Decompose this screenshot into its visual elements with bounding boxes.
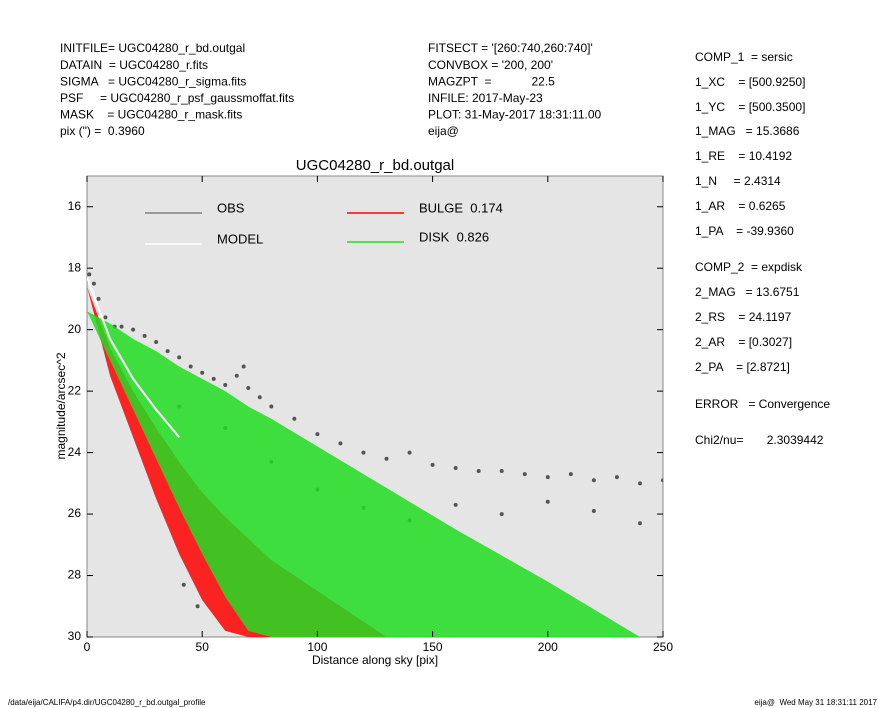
plot-content (87, 272, 663, 637)
header-middle-line: MAGZPT = 22.5 (428, 74, 555, 88)
obs-point (315, 432, 320, 437)
obs-point (292, 416, 297, 421)
obs-point (241, 364, 246, 369)
header-middle-line: CONVBOX = '200, 200' (428, 58, 553, 72)
header-left-line: pix (") = 0.3960 (60, 124, 145, 138)
x-axis-label: Distance along sky [pix] (312, 653, 438, 667)
obs-point (269, 404, 274, 409)
x-tick-label: 0 (84, 640, 91, 654)
obs-point (637, 521, 642, 526)
header-left-line: DATAIN = UGC04280_r.fits (60, 58, 208, 72)
parameter-line: ERROR = Convergence (695, 397, 830, 411)
obs-point (87, 272, 92, 277)
obs-point (476, 469, 481, 474)
y-tick-label: 26 (68, 506, 82, 520)
obs-point (142, 333, 147, 338)
obs-point (195, 604, 200, 609)
parameter-line: 1_MAG = 15.3686 (695, 124, 800, 138)
y-tick-label: 16 (68, 199, 82, 213)
x-tick-label: 250 (653, 640, 673, 654)
y-tick-label: 22 (68, 383, 82, 397)
obs-point (499, 469, 504, 474)
obs-point (257, 395, 262, 400)
header-left-line: PSF = UGC04280_r_psf_gaussmoffat.fits (60, 91, 294, 105)
obs-point (200, 370, 205, 375)
component-band (87, 311, 640, 637)
obs-point (430, 462, 435, 467)
parameter-line: 1_AR = 0.6265 (695, 199, 786, 213)
parameter-line: COMP_2 = expdisk (695, 260, 803, 274)
obs-point (211, 376, 216, 381)
obs-point (384, 456, 389, 461)
header-left-line: MASK = UGC04280_r_mask.fits (60, 108, 242, 122)
legend-label: OBS (217, 200, 245, 215)
obs-point (246, 386, 251, 391)
obs-point (188, 364, 193, 369)
obs-point (96, 296, 101, 301)
parameter-line: 1_YC = [500.3500] (695, 100, 805, 114)
obs-point (223, 382, 228, 387)
y-tick-label: 30 (68, 629, 82, 643)
parameter-line: 2_MAG = 13.6751 (695, 285, 800, 299)
parameter-line: 1_XC = [500.9250] (695, 75, 805, 89)
obs-point (154, 339, 159, 344)
parameter-line: Chi2/nu= 2.3039442 (695, 433, 824, 447)
obs-point (545, 475, 550, 480)
x-tick-label: 150 (423, 640, 443, 654)
obs-point (453, 502, 458, 507)
parameter-line: 2_PA = [2.8721] (695, 360, 790, 374)
obs-point (661, 478, 663, 483)
footer-left: /data/eija/CALIFA/p4.dir/UGC04280_r_bd.o… (8, 698, 206, 707)
obs-point (131, 327, 136, 332)
legend-label: BULGE 0.174 (419, 200, 503, 215)
obs-point (591, 508, 596, 513)
y-tick-label: 20 (68, 322, 82, 336)
obs-point (614, 475, 619, 480)
y-tick-label: 18 (68, 260, 82, 274)
header-middle-line: FITSECT = '[260:740,260:740]' (428, 41, 593, 55)
header-middle-line: PLOT: 31-May-2017 18:31:11.00 (428, 108, 602, 122)
parameter-line: 1_N = 2.4314 (695, 174, 781, 188)
model-line (87, 277, 180, 438)
obs-point (453, 465, 458, 470)
obs-point (407, 450, 412, 455)
x-tick-label: 100 (307, 640, 327, 654)
obs-point (103, 315, 108, 320)
obs-point (361, 450, 366, 455)
parameter-line: 2_RS = 24.1197 (695, 310, 792, 324)
obs-point (568, 472, 573, 477)
parameter-line: 2_AR = [0.3027] (695, 335, 792, 349)
obs-point (499, 512, 504, 517)
obs-point (119, 324, 124, 329)
obs-point (234, 373, 239, 378)
obs-point (637, 481, 642, 486)
legend-label: MODEL (217, 231, 263, 246)
obs-point (522, 472, 527, 477)
header-middle-line: INFILE: 2017-May-23 (428, 91, 543, 105)
obs-point (591, 478, 596, 483)
obs-point (181, 582, 186, 587)
x-tick-label: 200 (538, 640, 558, 654)
header-middle-line: eija@ (428, 124, 459, 138)
obs-point (338, 441, 343, 446)
header-left-line: SIGMA = UGC04280_r_sigma.fits (60, 74, 246, 88)
parameter-line: 1_RE = 10.4192 (695, 149, 792, 163)
parameter-line: 1_PA = -39.9360 (695, 224, 794, 238)
x-tick-label: 50 (196, 640, 210, 654)
legend-label: DISK 0.826 (419, 229, 489, 244)
obs-point (177, 355, 182, 360)
obs-point (545, 499, 550, 504)
obs-point (91, 281, 96, 286)
parameter-line: COMP_1 = sersic (695, 50, 793, 64)
chart-title: UGC04280_r_bd.outgal (296, 157, 454, 174)
y-tick-label: 28 (68, 568, 82, 582)
header-left-line: INITFILE= UGC04280_r_bd.outgal (60, 41, 245, 55)
footer-right: eija@ Wed May 31 18:31:11 2017 (754, 698, 877, 707)
y-tick-label: 24 (68, 445, 82, 459)
y-axis-label: magnitude/arcsec^2 (54, 352, 68, 459)
obs-point (165, 349, 170, 354)
